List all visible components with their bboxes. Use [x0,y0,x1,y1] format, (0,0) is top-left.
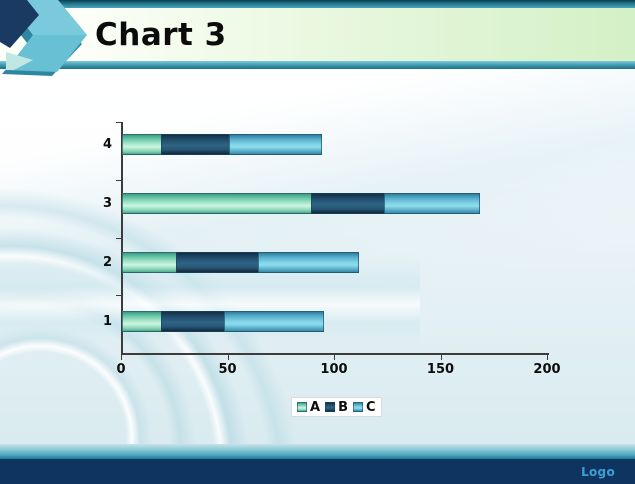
footer-gradient-strip [0,444,635,459]
header-top-strip [0,0,635,8]
bar-row [122,252,359,273]
x-axis-tick [440,355,442,360]
y-axis-tick [116,179,121,181]
bar-segment-C [258,252,359,273]
bar-segment-A [122,134,163,155]
bar-segment-B [161,311,226,332]
legend-entry-C: C [352,399,376,415]
y-axis-tick [116,122,121,123]
corner-arrow-decoration [0,0,87,76]
bar-segment-B [310,193,386,214]
bar-segment-A [122,193,312,214]
legend-label-C: C [365,399,376,415]
bar-segment-C [384,193,480,214]
x-axis-line [121,353,549,355]
header-bottom-strip [0,61,635,69]
legend-entry-A: A [297,400,320,415]
bar-segment-C [224,311,325,332]
legend-swatch-A [297,402,307,412]
x-axis-tick-label: 50 [218,362,237,377]
bar-segment-A [122,252,178,273]
x-axis-tick-label: 100 [320,362,348,377]
x-axis-tick [227,355,229,360]
legend-entry-B: B [325,400,348,415]
bar-row [122,193,480,214]
chart-legend: A B C [291,397,382,417]
y-axis-tick [116,237,121,239]
header-band: Chart 3 [0,8,635,61]
x-axis-tick [547,355,548,360]
bar-segment-C [228,134,323,155]
bar-segment-B [176,252,260,273]
category-label: 3 [102,196,112,211]
legend-swatch-C [352,402,363,412]
bar-row [122,134,323,155]
logo-text: Logo [581,464,615,479]
category-label: 4 [102,137,112,152]
bar-row [122,311,325,332]
footer-bar: Logo [0,459,635,484]
slide-title: Chart 3 [95,16,227,53]
legend-label-B: B [338,399,348,415]
bar-segment-B [161,134,230,155]
category-label: 2 [102,255,112,270]
x-axis-tick-label: 150 [426,362,455,377]
x-axis-tick-label: 200 [533,362,561,377]
x-axis-tick-label: 0 [116,362,126,377]
y-axis-tick [116,295,121,297]
x-axis-tick [334,355,335,360]
legend-swatch-B [325,402,336,412]
category-label: 1 [102,314,112,329]
bar-segment-A [122,311,163,332]
x-axis-tick [121,355,122,360]
y-axis-line [121,122,123,353]
legend-label-A: A [310,399,321,415]
